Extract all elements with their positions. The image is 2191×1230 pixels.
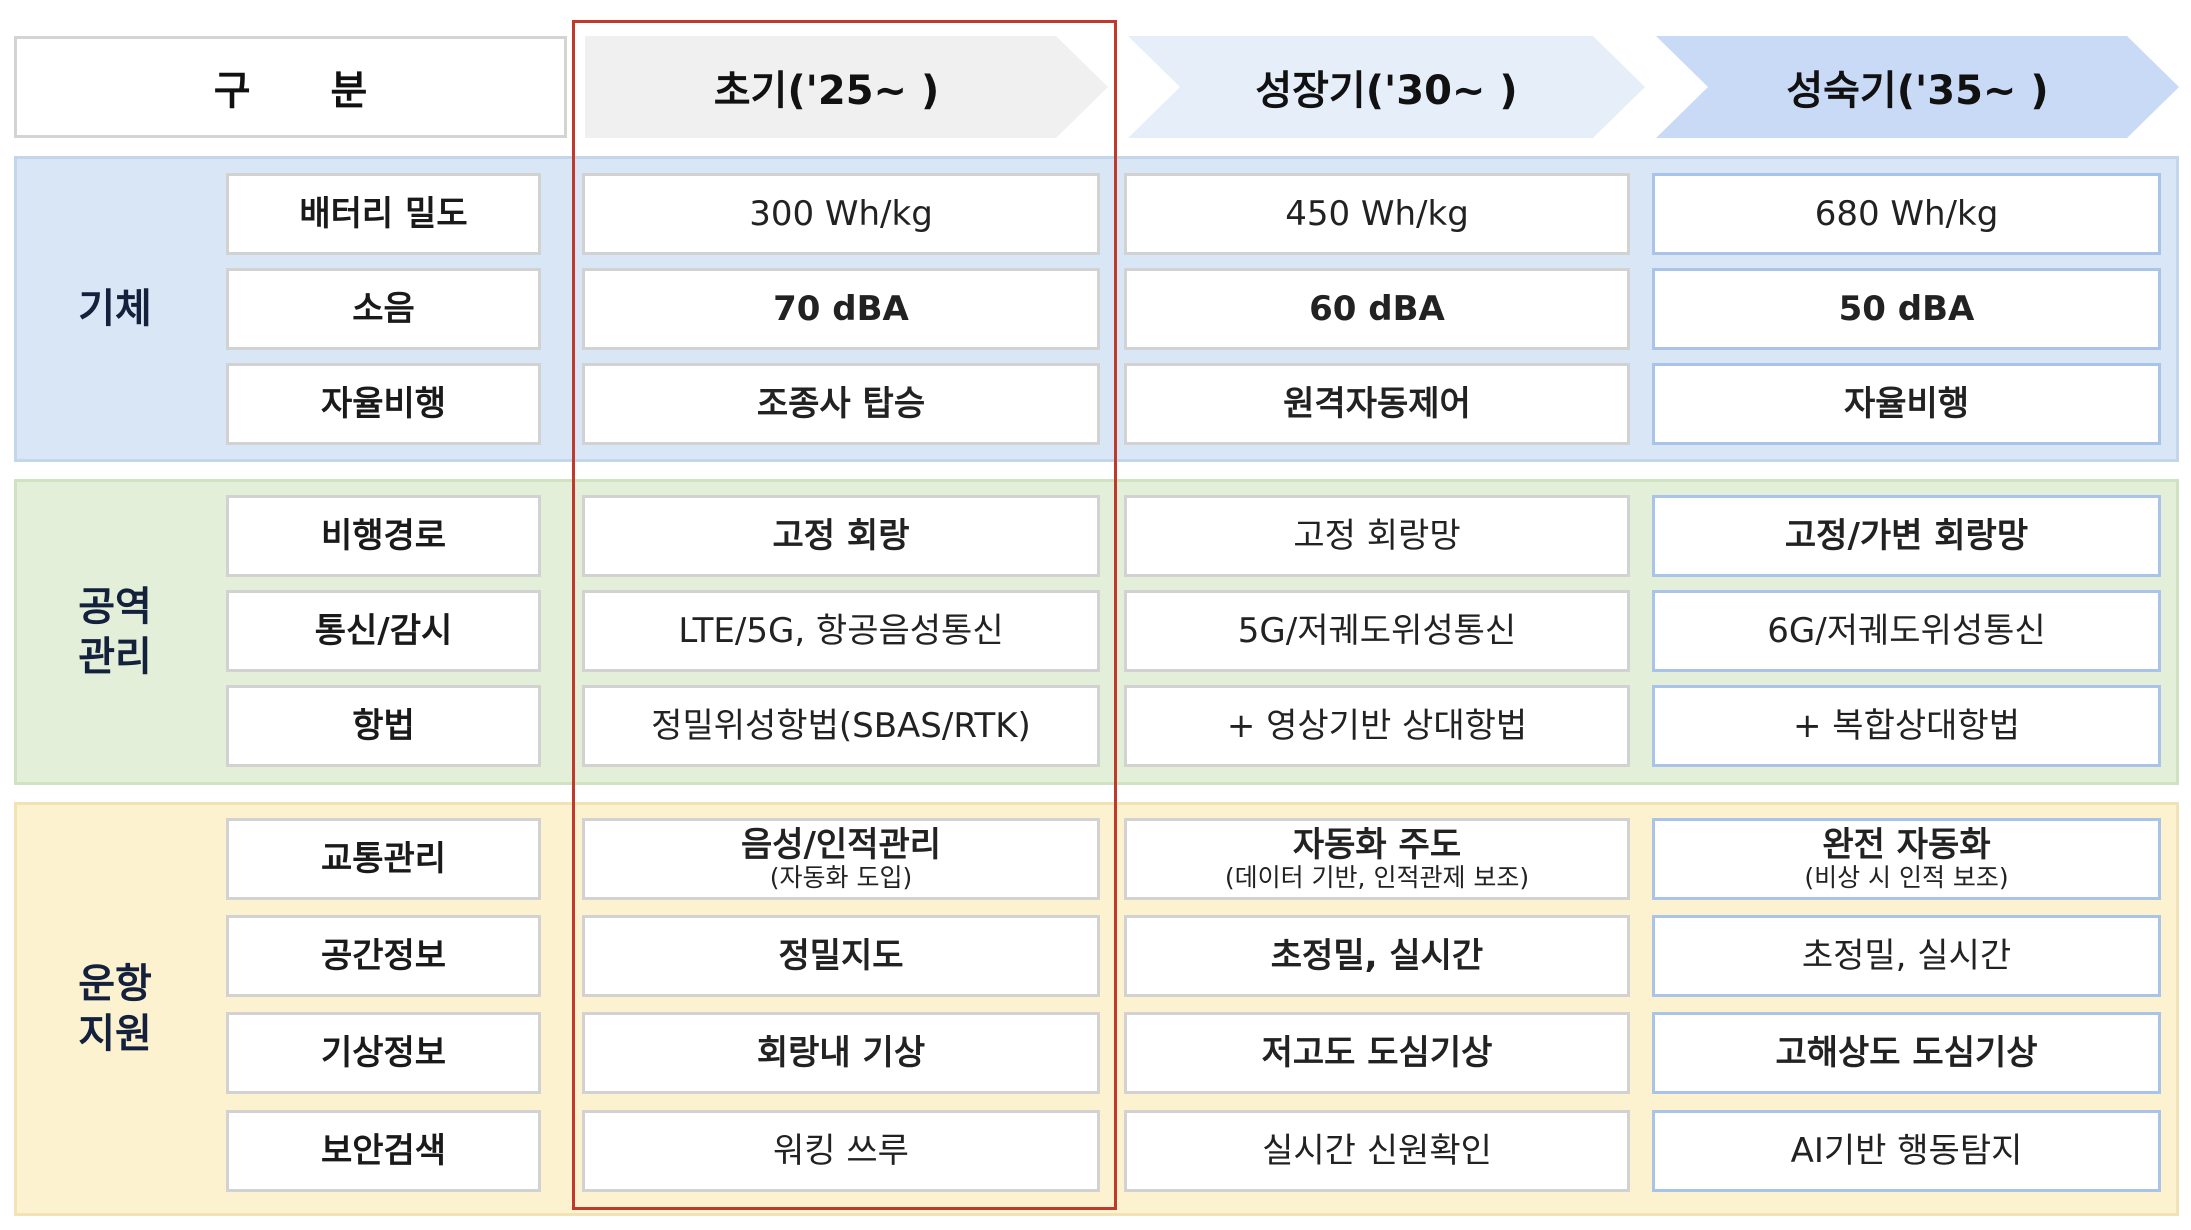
cell-flight-path-early: 고정 회랑 — [582, 495, 1100, 577]
row-label-spatial: 공간정보 — [226, 915, 541, 997]
row-label-comms: 통신/감시 — [226, 590, 541, 672]
category-operations-label-2: 지원 — [78, 1011, 152, 1057]
cell-weather-early: 회랑내 기상 — [582, 1012, 1100, 1094]
cell-flight-path-mature: 고정/가변 회랑망 — [1652, 495, 2161, 577]
cell-flight-path-growth: 고정 회랑망 — [1124, 495, 1630, 577]
cell-traffic-mature-sub: (비상 시 인적 보조) — [1804, 863, 2009, 892]
category-airframe: 기체 — [40, 156, 190, 462]
phase-header-mature: 성숙기('35~ ) — [1656, 36, 2179, 138]
cell-traffic-mature: 완전 자동화 (비상 시 인적 보조) — [1652, 818, 2161, 900]
cell-comms-early: LTE/5G, 항공음성통신 — [582, 590, 1100, 672]
row-label-battery: 배터리 밀도 — [226, 173, 541, 255]
category-airspace-label-1: 공역 — [78, 584, 152, 630]
category-airframe-label: 기체 — [78, 286, 152, 332]
cell-battery-growth: 450 Wh/kg — [1124, 173, 1630, 255]
cell-traffic-growth-sub: (데이터 기반, 인적관제 보조) — [1224, 863, 1530, 892]
row-label-autonomy: 자율비행 — [226, 363, 541, 445]
cell-security-early: 워킹 쓰루 — [582, 1110, 1100, 1192]
cell-traffic-early-sub: (자동화 도입) — [769, 863, 913, 892]
row-label-noise: 소음 — [226, 268, 541, 350]
cell-weather-mature: 고해상도 도심기상 — [1652, 1012, 2161, 1094]
cell-traffic-growth-main: 자동화 주도 — [1292, 825, 1462, 865]
cell-traffic-growth: 자동화 주도 (데이터 기반, 인적관제 보조) — [1124, 818, 1630, 900]
row-label-flight-path: 비행경로 — [226, 495, 541, 577]
cell-navigation-mature: + 복합상대항법 — [1652, 685, 2161, 767]
cell-navigation-early: 정밀위성항법(SBAS/RTK) — [582, 685, 1100, 767]
cell-comms-mature: 6G/저궤도위성통신 — [1652, 590, 2161, 672]
cell-battery-early: 300 Wh/kg — [582, 173, 1100, 255]
cell-autonomy-growth: 원격자동제어 — [1124, 363, 1630, 445]
category-operations-label-1: 운항 — [78, 961, 152, 1007]
row-label-navigation: 항법 — [226, 685, 541, 767]
category-operations: 운항 지원 — [40, 802, 190, 1216]
cell-autonomy-mature: 자율비행 — [1652, 363, 2161, 445]
cell-noise-mature: 50 dBA — [1652, 268, 2161, 350]
row-label-security: 보안검색 — [226, 1110, 541, 1192]
header-gubun-1: 구 — [213, 68, 251, 114]
cell-security-growth: 실시간 신원확인 — [1124, 1110, 1630, 1192]
cell-security-mature: AI기반 행동탐지 — [1652, 1110, 2161, 1192]
header-gubun-2: 분 — [330, 68, 368, 114]
category-airspace-label-2: 관리 — [78, 634, 152, 680]
category-airspace: 공역 관리 — [40, 479, 190, 785]
cell-autonomy-early: 조종사 탑승 — [582, 363, 1100, 445]
phase-header-growth: 성장기('30~ ) — [1128, 36, 1645, 138]
phase-header-early: 초기('25~ ) — [585, 36, 1108, 138]
cell-spatial-early: 정밀지도 — [582, 915, 1100, 997]
row-label-weather: 기상정보 — [226, 1012, 541, 1094]
cell-weather-growth: 저고도 도심기상 — [1124, 1012, 1630, 1094]
cell-spatial-mature: 초정밀, 실시간 — [1652, 915, 2161, 997]
cell-navigation-growth: + 영상기반 상대항법 — [1124, 685, 1630, 767]
row-label-traffic: 교통관리 — [226, 818, 541, 900]
header-category-cell: 구 분 — [14, 36, 567, 138]
cell-noise-early: 70 dBA — [582, 268, 1100, 350]
cell-traffic-mature-main: 완전 자동화 — [1822, 825, 1991, 865]
cell-battery-mature: 680 Wh/kg — [1652, 173, 2161, 255]
cell-traffic-early-main: 음성/인적관리 — [740, 825, 942, 865]
cell-noise-growth: 60 dBA — [1124, 268, 1630, 350]
cell-traffic-early: 음성/인적관리 (자동화 도입) — [582, 818, 1100, 900]
cell-comms-growth: 5G/저궤도위성통신 — [1124, 590, 1630, 672]
cell-spatial-growth: 초정밀, 실시간 — [1124, 915, 1630, 997]
